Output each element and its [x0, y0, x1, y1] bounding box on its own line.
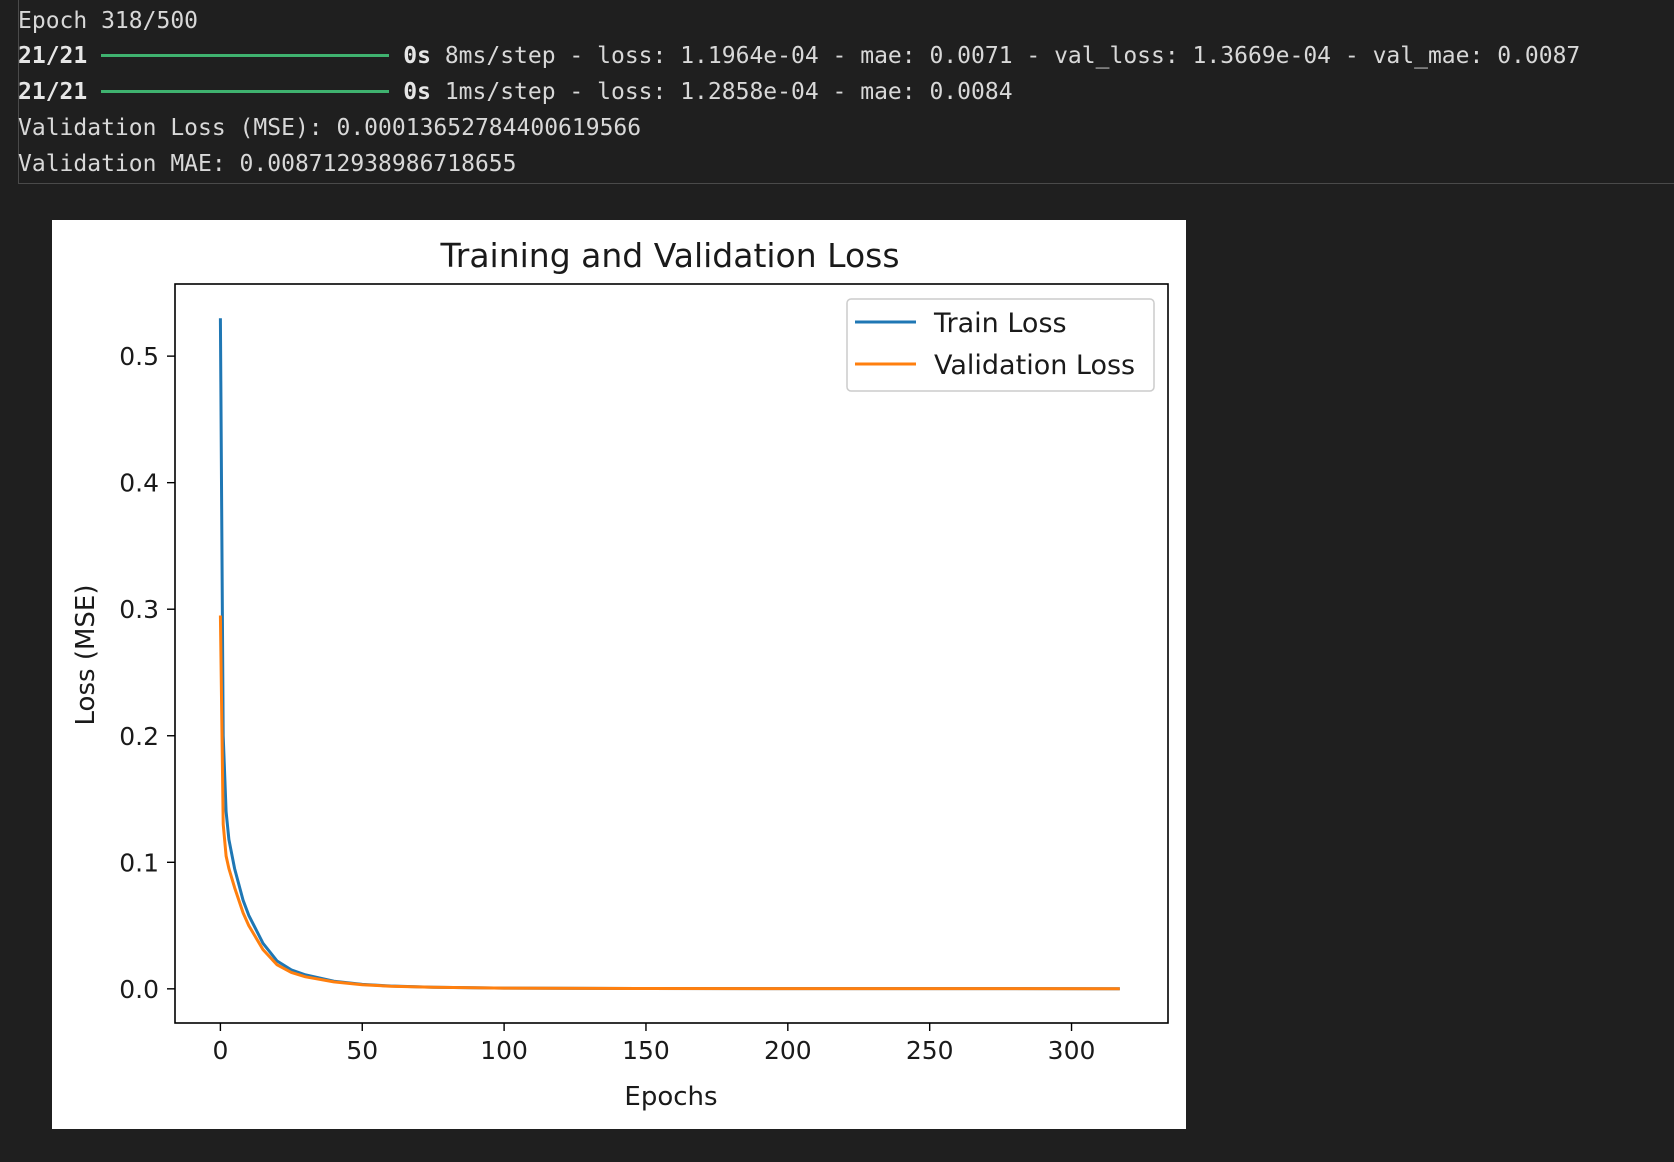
y-axis-label: Loss (MSE): [71, 585, 101, 726]
epoch-line: Epoch 318/500: [18, 8, 199, 34]
legend-label-train-loss: Train Loss: [933, 308, 1067, 339]
legend-box: [846, 298, 1155, 392]
chart-lines: [218, 318, 1120, 991]
x-tick-label: 200: [764, 1036, 812, 1065]
progress-line-1: 21/21 0s 8ms/step - loss: 1.1964e-04 - ma…: [18, 41, 1580, 71]
x-axis-ticks: 0 50 100 150 200 250 300: [212, 1023, 1095, 1065]
cell-output: [18, 0, 1674, 184]
x-axis-label: Epochs: [624, 1082, 717, 1112]
progress-steps: 21/21: [18, 43, 88, 69]
progress-metrics: 8ms/step - loss: 1.1964e-04 - mae: 0.007…: [444, 43, 1581, 69]
validation-loss-line: [218, 615, 1120, 991]
y-tick-label: 0.5: [119, 342, 159, 371]
x-tick-label: 150: [622, 1036, 670, 1065]
y-tick-label: 0.0: [119, 975, 159, 1004]
progress-metrics: 1ms/step - loss: 1.2858e-04 - mae: 0.008…: [444, 79, 1013, 105]
plot-frame: [174, 283, 1169, 1024]
progress-bar: [101, 90, 390, 93]
x-tick-label: 50: [346, 1036, 378, 1065]
x-tick-label: 300: [1048, 1036, 1096, 1065]
y-axis-ticks: 0.0 0.1 0.2 0.3 0.4 0.5: [119, 342, 175, 1004]
progress-steps: 21/21: [18, 79, 88, 105]
x-tick-label: 250: [906, 1036, 954, 1065]
chart-title: Training and Validation Loss: [439, 236, 899, 275]
loss-chart-figure: Training and Validation Loss 0 50 100 150 20…: [52, 220, 1186, 1129]
y-tick-label: 0.4: [119, 469, 159, 498]
x-tick-label: 100: [480, 1036, 528, 1065]
y-tick-label: 0.3: [119, 595, 159, 624]
y-tick-label: 0.1: [119, 848, 159, 877]
progress-time: 0s: [403, 43, 431, 69]
validation-loss-line: Validation Loss (MSE): 0.000136527844006…: [18, 115, 642, 141]
legend-label-validation-loss: Validation Loss: [934, 350, 1135, 381]
progress-bar: [101, 54, 390, 57]
progress-line-2: 21/21 0s 1ms/step - loss: 1.2858e-04 - ma…: [18, 77, 1013, 107]
x-tick-label: 0: [212, 1036, 228, 1065]
y-tick-label: 0.2: [119, 722, 159, 751]
validation-mae-line: Validation MAE: 0.008712938986718655: [18, 151, 517, 177]
loss-chart: Training and Validation Loss 0 50 100 150 20…: [71, 236, 1169, 1112]
legend: Train Loss Validation Loss: [846, 298, 1155, 392]
progress-time: 0s: [403, 79, 431, 105]
train-loss-line: [218, 318, 1120, 991]
